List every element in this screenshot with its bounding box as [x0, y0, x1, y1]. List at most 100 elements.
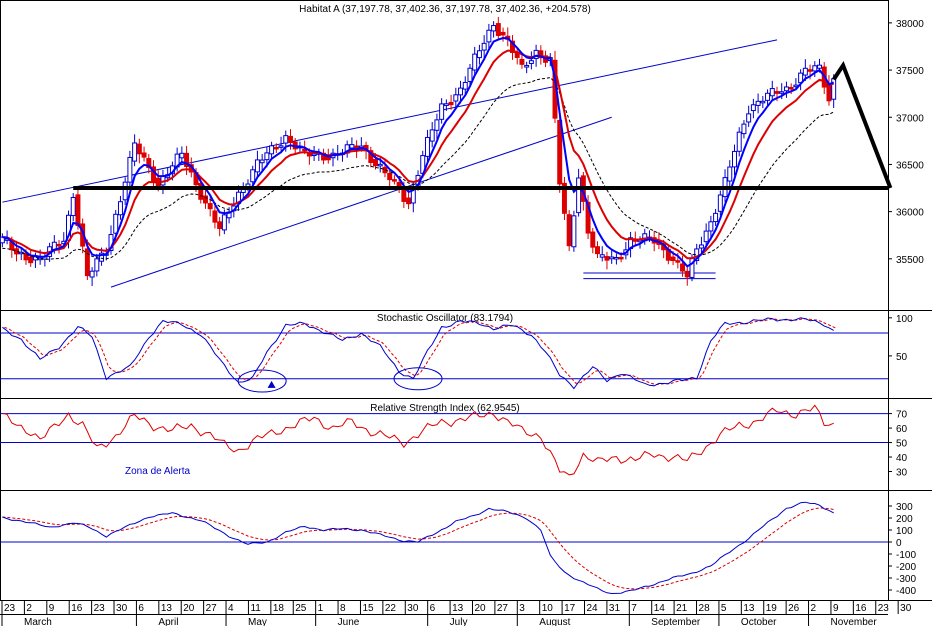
x-axis-day-label: 4	[228, 603, 234, 614]
rsi-axis-tick-label: 60	[896, 424, 908, 435]
price-bar-body	[585, 201, 591, 234]
price-bar-body	[528, 60, 534, 64]
price-axis-tick-label: 35500	[896, 255, 924, 266]
x-axis-day-label: 11	[250, 603, 261, 614]
price-bar-body	[146, 158, 152, 168]
channel-lower-line	[110, 116, 612, 288]
price-bar-body	[533, 49, 539, 60]
price-bar-body	[117, 201, 123, 216]
price-bar-body	[500, 31, 506, 36]
rsi-axis-tick-label: 30	[896, 468, 908, 479]
price-bar-body	[609, 256, 615, 260]
x-axis-day-label: 23	[4, 603, 16, 614]
price-bar-body	[56, 243, 62, 247]
price-bar-body	[136, 143, 142, 155]
price-bar-body	[703, 230, 709, 243]
price-bar-body	[259, 159, 265, 164]
price-bar-body	[278, 145, 284, 148]
price-bar-body	[273, 146, 279, 150]
price-bar-body	[122, 181, 128, 201]
stochastic-axis-tick-label: 50	[896, 352, 908, 363]
x-axis-day-label: 16	[71, 603, 83, 614]
x-axis-day-label: 5	[721, 603, 727, 614]
price-bar-body	[264, 152, 270, 161]
x-axis-day-label: 27	[206, 603, 218, 614]
price-bar-body	[736, 131, 742, 152]
x-axis-day-label: 16	[855, 603, 867, 614]
x-axis-day-label: 2	[26, 603, 32, 614]
x-axis-day-label: 6	[138, 603, 144, 614]
price-bar-body	[788, 87, 794, 90]
price-bar-body	[75, 194, 81, 226]
rsi-axis-tick-label: 40	[896, 453, 908, 464]
price-bar-body	[467, 67, 473, 82]
price-bar-body	[491, 25, 497, 32]
x-axis-day-label: 13	[743, 603, 755, 614]
price-bar-body	[476, 50, 482, 59]
price-bar-body	[349, 144, 355, 149]
price-bar-body	[127, 156, 133, 183]
macd-axis-tick-label: -400	[896, 586, 916, 597]
x-axis-day-label: 2	[811, 603, 817, 614]
price-bar-body	[571, 215, 577, 248]
stochastic-title: Stochastic Oscillator (83.1794)	[377, 313, 513, 324]
price-bar-body	[434, 119, 440, 131]
price-bar-body	[713, 212, 719, 223]
price-bar-body	[519, 58, 525, 65]
price-bar-body	[750, 104, 756, 112]
price-bar-body	[302, 148, 308, 152]
x-axis-day-label: 14	[654, 603, 666, 614]
price-bar-body	[708, 221, 714, 232]
x-axis-day-label: 15	[362, 603, 374, 614]
price-bar-body	[184, 152, 190, 167]
x-axis-month-label: June	[338, 617, 360, 626]
x-axis-day-label: 20	[183, 603, 195, 614]
price-bar-body	[368, 150, 374, 163]
price-bar-body	[727, 166, 733, 182]
price-bar-body	[462, 81, 468, 90]
macd-axis-tick-label: 300	[896, 502, 913, 513]
price-bar-body	[741, 123, 747, 135]
price-bar-body	[89, 270, 95, 278]
price-bar-body	[424, 136, 430, 157]
x-axis-day-label: 28	[699, 603, 711, 614]
price-bar-body	[458, 87, 464, 96]
x-axis-day-label: 30	[407, 603, 419, 614]
price-bar-body	[495, 23, 501, 36]
x-axis-day-label: 17	[564, 603, 576, 614]
price-bar-body	[576, 177, 582, 214]
x-axis-day-label: 30	[116, 603, 128, 614]
x-axis-month-label: May	[248, 617, 267, 626]
price-bar-body	[269, 145, 275, 155]
price-bar-body	[684, 270, 690, 278]
price-bar-body	[613, 256, 619, 260]
price-bar-body	[618, 256, 624, 260]
macd-axis-tick-label: 100	[896, 526, 913, 537]
price-bar-body	[604, 256, 610, 261]
price-bar-body	[401, 188, 407, 202]
rsi-annotation: Zona de Alerta	[125, 466, 190, 477]
x-axis-day-label: 24	[587, 603, 599, 614]
x-axis-day-label: 9	[833, 603, 839, 614]
price-bar-body	[812, 65, 818, 72]
price-bar-body	[510, 40, 515, 53]
x-axis-day-label: 3	[519, 603, 525, 614]
x-axis-day-label: 13	[161, 603, 173, 614]
chart-frame	[0, 0, 889, 601]
price-bar-body	[481, 42, 487, 51]
price-bar-body	[254, 159, 260, 173]
price-axis-tick-label: 37000	[896, 113, 924, 124]
price-bar-body	[802, 67, 808, 76]
price-bar-body	[443, 103, 449, 106]
macd-axis-tick-label: -200	[896, 562, 916, 573]
stochastic-up-arrow	[267, 380, 276, 388]
macd-axis-tick-label: 0	[896, 538, 902, 549]
x-axis-day-label: 19	[766, 603, 778, 614]
stochastic-highlight-circle	[393, 367, 443, 391]
price-bar-body	[566, 214, 572, 247]
price-bar-body	[746, 113, 752, 123]
price-bar-body	[807, 69, 813, 72]
rsi-line	[2, 404, 834, 476]
